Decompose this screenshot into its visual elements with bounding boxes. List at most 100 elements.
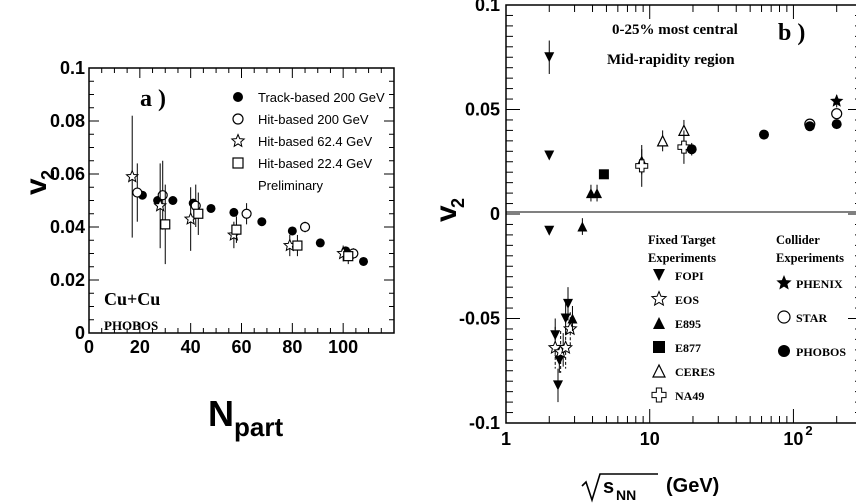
- panel-a-annotation-cucu: Cu+Cu: [104, 289, 160, 309]
- data-point: [686, 144, 697, 155]
- legend-marker: [653, 269, 665, 281]
- panel-b-annotation-central: 0-25% most central: [612, 22, 738, 38]
- x-tick-label: 0: [84, 337, 94, 357]
- data-point: [598, 169, 609, 180]
- y-tick-label: 0: [490, 204, 500, 224]
- legend-label: Preliminary: [258, 178, 324, 193]
- x-tick-label: 10: [783, 429, 803, 449]
- data-point: [287, 226, 297, 236]
- panel-b-ylabel: v 2: [430, 198, 468, 222]
- legend-label: STAR: [796, 311, 827, 325]
- x-tick-label: 10: [640, 429, 660, 449]
- data-point: [804, 121, 815, 132]
- y-tick-label: -0.1: [469, 413, 500, 433]
- data-point: [257, 217, 267, 227]
- panel-a: 0 20 40 60 80 100 0 0.02 0.04 0.06 0.08 0.1 a ) Cu+…: [20, 58, 395, 442]
- data-point: [168, 196, 178, 205]
- data-point: [677, 140, 691, 154]
- panel-a-annotation-phobos: PHOBOS: [104, 318, 158, 333]
- legend-marker: [230, 133, 246, 148]
- x-tick-exponent: 2: [805, 423, 812, 438]
- legend-collider-title: Collider: [776, 233, 820, 247]
- data-point: [206, 203, 216, 213]
- panel-b-xlabel-nn: NN: [616, 487, 636, 503]
- legend-marker: [650, 290, 668, 307]
- data-point: [562, 321, 578, 336]
- data-point: [299, 221, 311, 233]
- legend-label: Hit-based 22.4 GeV: [258, 156, 373, 171]
- legend-marker: [653, 317, 665, 329]
- data-point: [656, 134, 669, 147]
- sqrt-sign: [581, 473, 658, 503]
- data-point: [831, 119, 842, 130]
- legend-fixed-title: Fixed Target: [648, 233, 717, 247]
- panel-a-ylabel: v 2: [20, 170, 58, 195]
- data-point: [554, 355, 565, 366]
- y-tick-label: 0.04: [50, 217, 85, 237]
- y-tick-label: 0.06: [50, 164, 85, 184]
- data-point: [132, 187, 143, 198]
- data-point: [125, 169, 140, 183]
- legend-label: CERES: [675, 365, 715, 379]
- legend-marker: [652, 363, 666, 378]
- data-point: [160, 219, 171, 230]
- data-point: [635, 159, 649, 173]
- legend-label: PHOBOS: [796, 345, 846, 359]
- panel-b-legend: Fixed Target Experiments Collider Experimen…: [648, 233, 846, 403]
- x-tick-label: 20: [130, 337, 150, 357]
- legend-label: Hit-based 200 GeV: [258, 112, 369, 127]
- legend-marker: [778, 345, 790, 357]
- data-point: [229, 207, 239, 217]
- panel-a-xlabel-main: N: [208, 393, 234, 434]
- data-point: [359, 256, 368, 266]
- panel-a-legend: Track-based 200 GeV Hit-based 200 GeV Hit-…: [230, 90, 385, 193]
- y-tick-label: 0.1: [60, 58, 85, 78]
- y-tick-label: -0.05: [459, 309, 500, 329]
- legend-label: E895: [675, 317, 701, 331]
- legend-label: Track-based 200 GeV: [258, 90, 385, 105]
- y-tick-label: 0.1: [475, 0, 500, 15]
- legend-fixed-title: Experiments: [648, 251, 716, 265]
- data-point: [562, 298, 573, 309]
- legend-label: EOS: [675, 293, 699, 307]
- data-point: [592, 188, 603, 199]
- data-point: [315, 238, 325, 248]
- data-point: [292, 240, 303, 251]
- panel-b-annotation-midrap: Mid-rapidity region: [607, 52, 735, 68]
- x-tick-label: 80: [282, 337, 302, 357]
- data-point: [577, 221, 588, 232]
- x-tick-label: 60: [231, 337, 251, 357]
- panel-b-ylabel-main: v: [430, 205, 463, 222]
- panel-a-xlabel: N part: [208, 393, 283, 442]
- data-point: [544, 150, 555, 161]
- data-point: [758, 129, 769, 140]
- legend-marker: [232, 113, 244, 125]
- y-tick-label: 0.02: [50, 270, 85, 290]
- panel-b-label: b ): [778, 20, 805, 46]
- panel-a-xlabel-sub: part: [234, 412, 283, 442]
- legend-label: PHENIX: [796, 277, 843, 291]
- panel-a-ylabel-sub: 2: [38, 170, 58, 180]
- panel-b-ylabel-sub: 2: [448, 198, 468, 208]
- legend-label: Hit-based 62.4 GeV: [258, 134, 373, 149]
- legend-label: NA49: [675, 389, 704, 403]
- data-point: [193, 208, 204, 219]
- data-point: [157, 190, 168, 201]
- data-point: [831, 108, 843, 120]
- panel-a-label: a ): [140, 86, 166, 112]
- panel-b-xlabel-s: s: [603, 476, 614, 498]
- x-tick-label: 100: [328, 337, 358, 357]
- data-point: [153, 198, 168, 212]
- data-point: [830, 94, 844, 107]
- legend-label: E877: [675, 341, 701, 355]
- panel-a-ylabel-main: v: [20, 178, 53, 195]
- y-tick-label: 0.08: [50, 111, 85, 131]
- panel-b-xlabel-unit: (GeV): [666, 475, 719, 497]
- data-point: [567, 313, 578, 324]
- legend-marker: [777, 310, 791, 324]
- y-tick-label: 0: [75, 323, 85, 343]
- data-point: [544, 225, 555, 236]
- data-point: [550, 330, 561, 341]
- data-point: [343, 251, 354, 262]
